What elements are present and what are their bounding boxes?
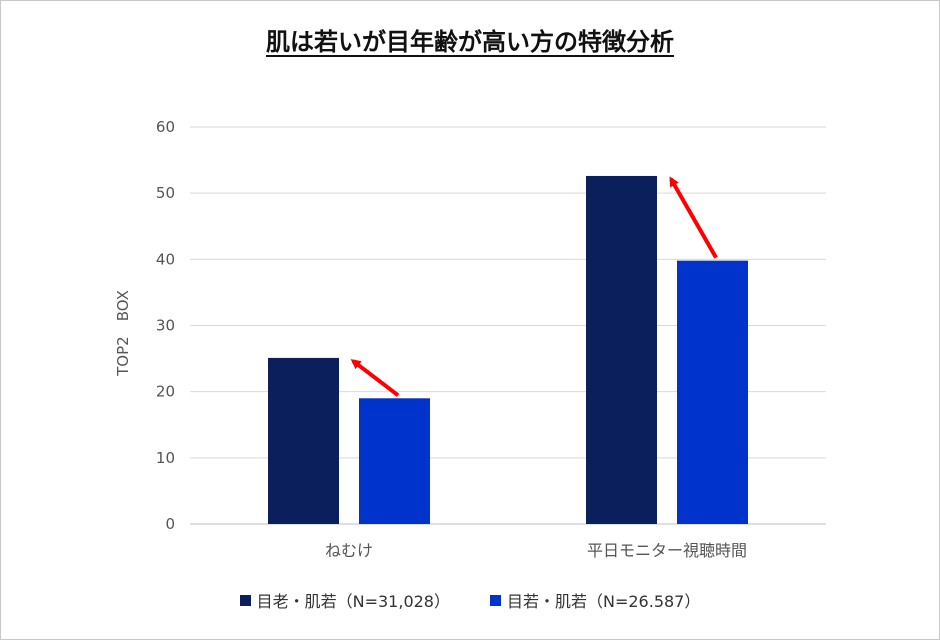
y-tick-label: 10 xyxy=(156,449,175,467)
category-labels: ねむけ 平日モニター視聴時間 xyxy=(325,541,747,560)
bars xyxy=(268,175,748,525)
arrows xyxy=(350,176,718,397)
bar-1-series-1 xyxy=(677,260,748,524)
annotation-arrow-0 xyxy=(350,359,400,397)
y-tick-label: 40 xyxy=(156,250,175,268)
y-axis-label: TOP2 BOX xyxy=(114,290,132,377)
y-tick-label: 20 xyxy=(156,383,175,401)
chart-title: 肌は若いが目年齢が高い方の特徴分析 xyxy=(0,22,940,57)
legend: 目老・肌若（N=31,028） 目若・肌若（N=26.587） xyxy=(0,588,940,612)
legend-item-series-1: 目若・肌若（N=26.587） xyxy=(490,588,700,612)
chart-title-text: 肌は若いが目年齢が高い方の特徴分析 xyxy=(266,28,674,56)
bar-0-series-1 xyxy=(359,398,430,524)
y-tick-label: 50 xyxy=(156,184,175,202)
legend-swatch-series-0 xyxy=(239,594,251,606)
category-label: 平日モニター視聴時間 xyxy=(587,541,747,560)
bar-1-series-0 xyxy=(586,175,657,525)
annotation-arrow-1 xyxy=(669,176,718,259)
y-tick-labels: 0 10 20 30 40 50 60 xyxy=(156,118,175,533)
category-label: ねむけ xyxy=(325,541,373,560)
y-tick-label: 30 xyxy=(156,317,175,335)
legend-label-series-1: 目若・肌若（N=26.587） xyxy=(507,592,701,611)
bar-0-series-0 xyxy=(268,357,339,524)
legend-item-series-0: 目老・肌若（N=31,028） xyxy=(239,588,450,612)
y-tick-label: 60 xyxy=(156,118,175,136)
legend-label-series-0: 目老・肌若（N=31,028） xyxy=(256,592,450,611)
legend-swatch-series-1 xyxy=(490,594,501,606)
y-tick-label: 0 xyxy=(165,515,175,533)
